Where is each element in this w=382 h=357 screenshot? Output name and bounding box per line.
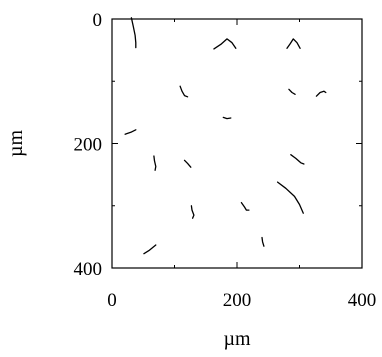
trace-8 bbox=[124, 129, 137, 135]
x-tick-label: 0 bbox=[107, 290, 117, 311]
trace-16 bbox=[143, 244, 157, 255]
trace-9 bbox=[153, 155, 157, 171]
trace-4 bbox=[179, 85, 189, 98]
trace-13 bbox=[240, 201, 250, 211]
plot-frame bbox=[111, 18, 363, 269]
y-axis-label: µm bbox=[5, 130, 27, 158]
y-tick-label: 0 bbox=[93, 10, 103, 31]
y-tick-label: 200 bbox=[74, 135, 103, 156]
trace-7 bbox=[222, 116, 232, 120]
trace-6 bbox=[315, 90, 327, 97]
trace-10 bbox=[183, 159, 192, 168]
trace-11 bbox=[290, 154, 305, 165]
trace-1 bbox=[130, 17, 137, 49]
trace-12 bbox=[276, 181, 304, 214]
trace-5 bbox=[288, 88, 296, 95]
y-tick-label: 400 bbox=[74, 259, 103, 280]
x-axis-label: µm bbox=[223, 328, 251, 350]
x-tick-label: 400 bbox=[348, 290, 377, 311]
trace-2 bbox=[213, 38, 237, 50]
trace-14 bbox=[190, 205, 195, 219]
traces-layer bbox=[124, 17, 327, 255]
ticks-layer bbox=[111, 18, 363, 269]
trace-15 bbox=[261, 236, 265, 247]
x-tick-label: 200 bbox=[223, 290, 252, 311]
trace-3 bbox=[286, 38, 301, 49]
